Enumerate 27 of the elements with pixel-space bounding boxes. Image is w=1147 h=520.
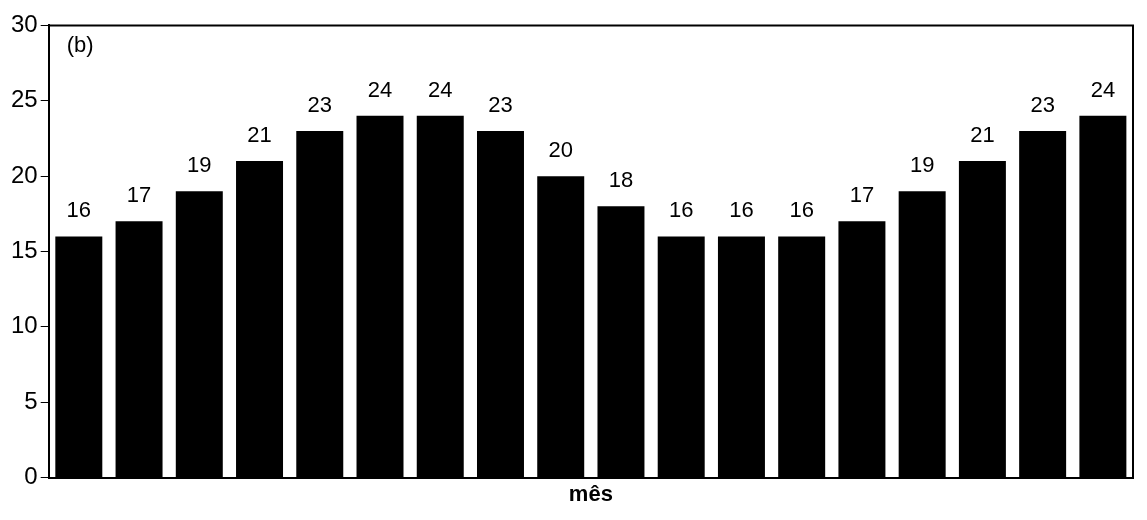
data-label: 19: [187, 152, 212, 178]
data-label: 19: [909, 152, 935, 178]
data-label: 17: [849, 182, 875, 208]
x-axis-title: mês: [568, 480, 613, 506]
y-tick-label: 10: [10, 311, 38, 339]
y-tick-label: 20: [10, 160, 38, 188]
data-label: 16: [66, 197, 92, 223]
y-tick-label: 5: [24, 386, 38, 414]
data-label: 24: [367, 76, 393, 102]
data-label: 18: [608, 167, 634, 193]
data-label: 23: [307, 91, 333, 117]
y-tick-label: 25: [10, 85, 38, 113]
data-label: 16: [729, 197, 754, 223]
data-label: 21: [970, 122, 995, 148]
data-label: 24: [1090, 76, 1116, 102]
y-tick-label: 30: [10, 10, 38, 38]
data-label: 21: [247, 122, 272, 148]
data-label: 23: [1030, 91, 1055, 117]
data-label: 17: [126, 182, 152, 208]
data-label: 16: [789, 197, 814, 223]
y-tick-label: 0: [24, 462, 38, 490]
y-tick-label: 15: [10, 236, 38, 264]
data-label: 16: [668, 197, 694, 223]
annotation: (b): [66, 32, 94, 58]
data-label: 20: [548, 137, 573, 163]
data-label: 24: [428, 76, 453, 102]
data-label: 23: [488, 91, 513, 117]
